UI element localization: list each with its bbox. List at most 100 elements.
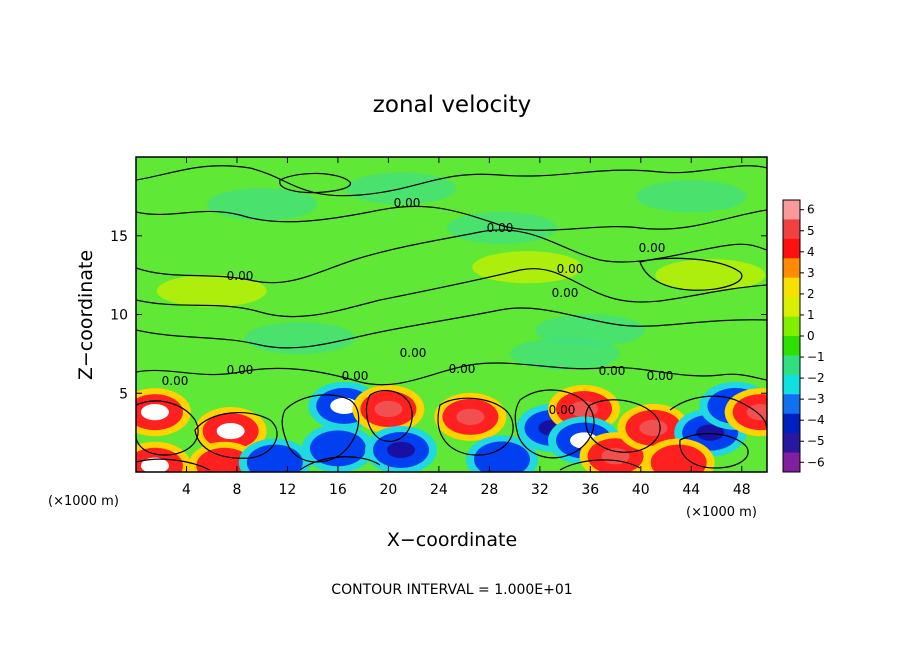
colorbar-swatch bbox=[783, 452, 800, 473]
plot-area: 0.00 0.00 0.00 0.00 0.00 0.00 0.00 0.00 … bbox=[135, 156, 768, 473]
chart-title: zonal velocity bbox=[373, 92, 531, 118]
colorbar-swatch bbox=[783, 374, 800, 395]
x-unit-label-right: (×1000 m) bbox=[686, 505, 757, 520]
heat-cell bbox=[246, 444, 303, 472]
colorbar-swatch bbox=[783, 433, 800, 454]
contour-label: 0.00 bbox=[227, 363, 254, 377]
x-axis-label: X−coordinate bbox=[387, 529, 517, 551]
x-tick-label: 44 bbox=[682, 482, 700, 498]
colorbar-tick-label: −1 bbox=[807, 350, 825, 364]
x-tick-label: 20 bbox=[379, 482, 397, 498]
contour-line bbox=[136, 165, 767, 197]
contour-line bbox=[679, 433, 749, 469]
contour-line bbox=[136, 205, 767, 231]
contour-label: 0.00 bbox=[647, 369, 674, 383]
heat-cell bbox=[216, 422, 245, 440]
contour-line bbox=[136, 307, 767, 349]
x-axis-ticks: 4 8 12 16 20 24 28 32 36 40 44 48 bbox=[182, 157, 751, 498]
colorbar-tick-label: −5 bbox=[807, 434, 825, 448]
y-axis-ticks: 5 10 15 bbox=[110, 229, 767, 402]
contour-label: 0.00 bbox=[342, 369, 369, 383]
colorbar-tick-label: 0 bbox=[807, 329, 815, 343]
heat-cell bbox=[456, 408, 485, 425]
x-tick-label: 16 bbox=[329, 482, 347, 498]
x-tick-label: 40 bbox=[632, 482, 650, 498]
heat-cell bbox=[650, 444, 707, 472]
contour-label: 0.00 bbox=[487, 221, 514, 235]
heat-cell bbox=[196, 447, 253, 472]
colorbar-swatch bbox=[783, 297, 800, 318]
contour-line bbox=[279, 172, 351, 194]
heat-cell bbox=[746, 404, 767, 421]
contour-line bbox=[136, 400, 199, 456]
x-tick-label: 12 bbox=[279, 482, 297, 498]
contour-label: 0.00 bbox=[394, 196, 421, 210]
x-tick-label: 4 bbox=[182, 482, 191, 498]
heat-cell bbox=[330, 397, 359, 414]
contour-line bbox=[194, 411, 278, 459]
colorbar-tick-label: 2 bbox=[807, 287, 815, 301]
contour-line bbox=[136, 268, 767, 318]
x-tick-label: 8 bbox=[232, 482, 241, 498]
contour-line bbox=[136, 458, 211, 471]
x-tick-label: 28 bbox=[480, 482, 498, 498]
colorbar-swatch bbox=[783, 336, 800, 356]
colorbar-swatch bbox=[783, 413, 800, 434]
contour-line bbox=[514, 389, 595, 459]
heat-cell bbox=[473, 441, 530, 472]
colorbar-tick-label: −4 bbox=[807, 413, 825, 427]
contour-line bbox=[639, 257, 743, 291]
contour-line bbox=[559, 459, 641, 471]
colorbar-tick-label: 5 bbox=[807, 224, 815, 238]
zero-contours bbox=[136, 165, 767, 471]
colorbar-swatch bbox=[783, 355, 800, 376]
contour-line bbox=[281, 394, 360, 463]
contour-label: 0.00 bbox=[599, 364, 626, 378]
contour-label: 0.00 bbox=[449, 362, 476, 376]
contour-line bbox=[669, 395, 767, 431]
heat-cell bbox=[446, 211, 557, 244]
heat-cell bbox=[387, 441, 416, 459]
colorbar-tick-label: −3 bbox=[807, 392, 825, 406]
x-tick-label: 24 bbox=[430, 482, 448, 498]
colorbar: 6 5 4 3 2 1 0 −1 −2 −3 −4 −5 −6 bbox=[782, 199, 825, 473]
colorbar-tick-label: −6 bbox=[807, 455, 825, 469]
colorbar-swatch bbox=[783, 238, 800, 259]
y-axis-label: Z−coordinate bbox=[75, 250, 97, 380]
contour-line bbox=[299, 456, 381, 471]
colorbar-tick-label: 3 bbox=[807, 266, 815, 280]
colorbar-tick-label: 6 bbox=[807, 203, 815, 217]
colorbar-swatch bbox=[783, 394, 800, 415]
x-unit-label-left: (×1000 m) bbox=[48, 494, 119, 509]
heat-cell bbox=[245, 322, 356, 355]
contour-line bbox=[585, 399, 661, 453]
contour-label: 0.00 bbox=[400, 346, 427, 360]
contour-line bbox=[437, 397, 514, 456]
heat-cell bbox=[510, 337, 621, 370]
y-tick-label: 10 bbox=[110, 308, 128, 324]
heat-cell bbox=[140, 404, 169, 421]
contour-label: 0.00 bbox=[549, 403, 576, 417]
x-tick-label: 48 bbox=[733, 482, 751, 498]
colorbar-tick-label: 4 bbox=[807, 245, 815, 259]
contour-label: 0.00 bbox=[162, 374, 189, 388]
colorbar-swatch bbox=[783, 219, 800, 240]
colorbar-swatch bbox=[783, 316, 800, 337]
heat-cell bbox=[156, 274, 267, 307]
heat-cell bbox=[655, 259, 766, 292]
heat-cell bbox=[207, 188, 318, 221]
colorbar-swatch bbox=[783, 200, 800, 220]
heat-cell bbox=[140, 457, 169, 472]
contour-line bbox=[136, 362, 767, 386]
contour-label: 0.00 bbox=[552, 286, 579, 300]
y-tick-label: 5 bbox=[119, 386, 128, 402]
contour-interval-note: CONTOUR INTERVAL = 1.000E+01 bbox=[331, 582, 572, 598]
y-tick-label: 15 bbox=[110, 229, 128, 245]
contour-labels: 0.00 0.00 0.00 0.00 0.00 0.00 0.00 0.00 … bbox=[162, 196, 674, 417]
contour-line bbox=[365, 389, 413, 442]
x-tick-label: 36 bbox=[581, 482, 599, 498]
colorbar-swatch bbox=[783, 277, 800, 298]
heat-cell bbox=[696, 424, 725, 441]
colorbar-swatch bbox=[783, 258, 800, 279]
